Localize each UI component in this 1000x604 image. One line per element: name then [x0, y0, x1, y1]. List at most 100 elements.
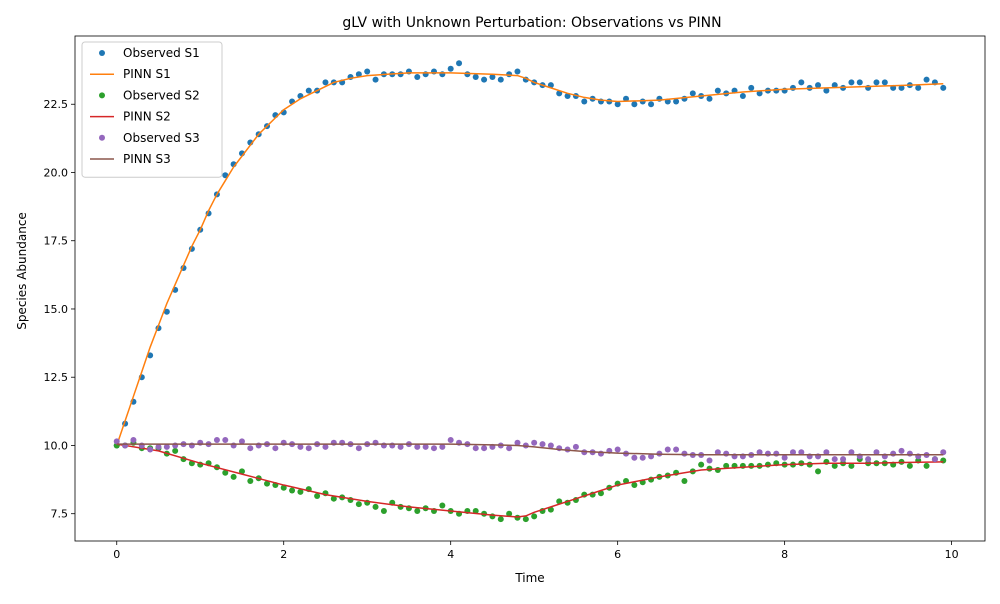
observed-s3-point	[840, 456, 847, 463]
observed-s3-point	[906, 450, 913, 457]
observed-s3-point	[823, 449, 830, 456]
pinn-s2-series	[116, 443, 944, 518]
observed-s3-point	[155, 443, 162, 450]
observed-s1-point	[823, 87, 830, 94]
observed-s1-point	[815, 82, 822, 89]
legend-label: Observed S2	[123, 88, 200, 102]
observed-s1-point	[748, 84, 755, 91]
legend-marker-swatch	[99, 92, 105, 99]
observed-s2-point	[906, 462, 913, 469]
observed-s1-point	[714, 87, 721, 94]
legend-box	[81, 41, 223, 178]
observed-s2-point	[798, 460, 805, 467]
observed-s3-point	[572, 443, 579, 450]
observed-s3-point	[781, 454, 788, 461]
observed-s3-point	[238, 438, 245, 445]
observed-s3-point	[673, 446, 680, 453]
observed-s1-point	[831, 82, 838, 89]
observed-s1-point	[581, 98, 588, 105]
observed-s1-point	[898, 84, 905, 91]
observed-s1-point	[923, 76, 930, 83]
legend-item-observed-s2: Observed S2	[99, 88, 200, 102]
observed-s1-point	[372, 76, 379, 83]
legend-item-observed-s1: Observed S1	[99, 46, 200, 60]
observed-s2-point	[380, 507, 387, 514]
series-layer	[113, 60, 947, 523]
observed-s1-point	[355, 71, 362, 78]
observed-s1-series	[113, 60, 947, 449]
observed-s3-point	[397, 443, 404, 450]
x-tick-label: 6	[614, 548, 621, 561]
observed-s3-point	[130, 437, 137, 443]
observed-s2-point	[439, 502, 446, 509]
observed-s2-point	[681, 477, 688, 484]
observed-s3-point	[355, 445, 362, 452]
x-tick-label: 8	[781, 548, 788, 561]
observed-s1-point	[915, 84, 922, 91]
legend-label: Observed S1	[123, 46, 200, 60]
observed-s3-point	[113, 438, 120, 445]
y-tick-label: 7.5	[51, 508, 69, 521]
observed-s3-point	[723, 450, 730, 457]
observed-s1-point	[447, 65, 454, 72]
observed-s1-point	[681, 95, 688, 102]
observed-s3-point	[773, 450, 780, 457]
observed-s2-point	[631, 482, 638, 489]
observed-s2-point	[247, 477, 254, 484]
legend-marker-swatch	[99, 134, 105, 141]
observed-s1-point	[614, 101, 621, 108]
legend: Observed S1 PINN S1 Observed S2 PINN S2 Obse…	[81, 41, 223, 178]
observed-s1-point	[364, 68, 371, 75]
observed-s3-point	[222, 437, 229, 443]
observed-s3-point	[756, 449, 763, 456]
observed-s3-point	[639, 454, 646, 461]
observed-s2-point	[848, 462, 855, 469]
observed-s1-point	[322, 79, 329, 86]
observed-s1-point	[848, 79, 855, 86]
observed-s1-point	[497, 76, 504, 83]
legend-label: PINN S1	[123, 67, 171, 81]
observed-s1-point	[481, 76, 488, 83]
x-tick-label: 4	[447, 548, 454, 561]
observed-s1-point	[689, 90, 696, 97]
observed-s1-point	[222, 172, 229, 179]
observed-s1-point	[648, 101, 655, 108]
observed-s1-point	[673, 98, 680, 105]
observed-s1-point	[739, 93, 746, 100]
observed-s2-point	[723, 462, 730, 469]
observed-s1-point	[305, 87, 312, 94]
observed-s3-point	[147, 446, 154, 453]
observed-s2-point	[230, 473, 237, 480]
observed-s1-point	[472, 73, 479, 80]
observed-s3-point	[931, 456, 938, 463]
observed-s3-point	[714, 449, 721, 456]
observed-s1-point	[163, 308, 170, 315]
legend-label: PINN S3	[123, 152, 171, 166]
pinn-s3-series	[116, 443, 944, 456]
y-tick-label: 10.0	[44, 439, 69, 452]
observed-s2-point	[330, 495, 337, 502]
observed-s1-point	[631, 101, 638, 108]
y-tick-label: 12.5	[44, 371, 69, 384]
observed-s2-point	[831, 462, 838, 469]
observed-s1-point	[881, 79, 888, 86]
pinn-s2-line	[116, 443, 944, 518]
observed-s3-point	[798, 449, 805, 456]
observed-s2-point	[497, 516, 504, 523]
observed-s2-point	[472, 507, 479, 514]
observed-s3-point	[648, 453, 655, 460]
observed-s1-point	[623, 95, 630, 102]
legend-label: PINN S2	[123, 110, 171, 124]
observed-s3-point	[247, 445, 254, 452]
x-tick-label: 2	[280, 548, 287, 561]
observed-s1-point	[940, 84, 947, 91]
observed-s1-point	[456, 60, 463, 67]
legend-item-pinn-s2: PINN S2	[90, 110, 171, 124]
observed-s3-point	[764, 450, 771, 457]
x-tick-label: 10	[945, 548, 959, 561]
observed-s3-point	[681, 450, 688, 457]
observed-s3-point	[305, 445, 312, 452]
legend-item-pinn-s1: PINN S1	[90, 67, 171, 81]
observed-s2-point	[923, 462, 930, 469]
